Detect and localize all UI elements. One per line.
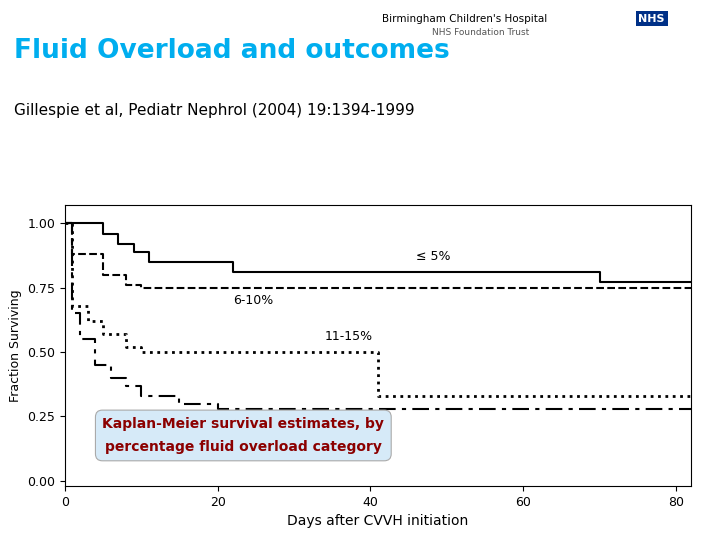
Text: ≤ 5%: ≤ 5% bbox=[416, 250, 451, 263]
Text: Fluid Overload and outcomes: Fluid Overload and outcomes bbox=[14, 38, 450, 64]
Text: Gillespie et al, Pediatr Nephrol (2004) 19:1394-1999: Gillespie et al, Pediatr Nephrol (2004) … bbox=[14, 103, 415, 118]
Text: NHS: NHS bbox=[639, 14, 665, 24]
Text: NHS Foundation Trust: NHS Foundation Trust bbox=[432, 28, 529, 37]
Text: Birmingham Children's Hospital: Birmingham Children's Hospital bbox=[382, 14, 547, 24]
Y-axis label: Fraction Surviving: Fraction Surviving bbox=[9, 289, 22, 402]
Text: > 15%: > 15% bbox=[271, 413, 313, 426]
Text: 6-10%: 6-10% bbox=[233, 294, 273, 307]
Text: Kaplan-Meier survival estimates, by
percentage fluid overload category: Kaplan-Meier survival estimates, by perc… bbox=[102, 417, 384, 454]
X-axis label: Days after CVVH initiation: Days after CVVH initiation bbox=[287, 514, 469, 528]
Text: 11-15%: 11-15% bbox=[325, 330, 373, 343]
